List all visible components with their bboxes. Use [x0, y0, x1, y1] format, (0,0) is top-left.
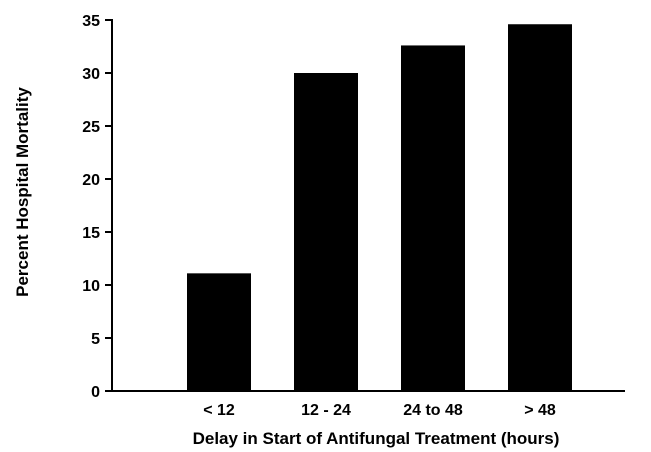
y-tick-label-0: 0 [91, 384, 100, 401]
x-tick-label-1: 12 - 24 [301, 402, 351, 419]
bars-group [187, 24, 572, 392]
x-axis-title: Delay in Start of Antifungal Treatment (… [193, 429, 560, 448]
y-tick-label-4: 20 [82, 172, 100, 189]
x-tick-label-0: < 12 [203, 402, 235, 419]
x-axis: < 12 12 - 24 24 to 48 > 48 [111, 390, 625, 419]
bar-2 [401, 45, 465, 391]
x-tick-label-3: > 48 [524, 402, 556, 419]
y-tick-label-2: 10 [82, 278, 100, 295]
y-tick-label-3: 15 [82, 225, 100, 242]
bar-3 [508, 24, 572, 392]
y-tick-label-7: 35 [82, 13, 100, 30]
bar-0 [187, 273, 251, 391]
bar-1 [294, 73, 358, 391]
y-axis: 0 5 10 15 20 25 30 35 [82, 13, 113, 401]
y-tick-label-5: 25 [82, 119, 100, 136]
y-tick-label-1: 5 [91, 331, 100, 348]
x-tick-label-2: 24 to 48 [403, 402, 463, 419]
y-axis-title: Percent Hospital Mortality [13, 87, 32, 297]
y-tick-label-6: 30 [82, 66, 100, 83]
